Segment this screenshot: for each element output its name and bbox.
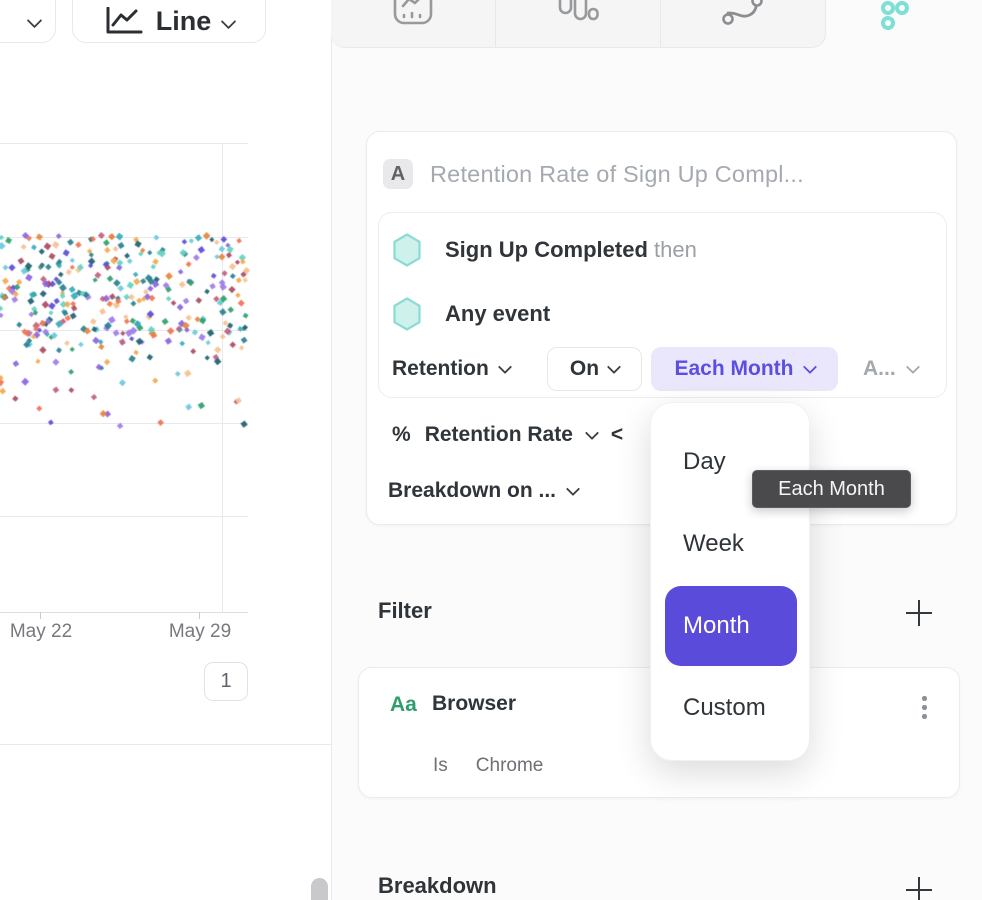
chart-type-button[interactable]: Line (72, 0, 266, 43)
gridline (0, 516, 248, 517)
add-breakdown-icon[interactable] (906, 877, 932, 900)
query-title[interactable]: Retention Rate of Sign Up Compl... (430, 161, 804, 187)
after-dropdown[interactable]: A... (863, 357, 920, 381)
chevron-down-icon (802, 359, 817, 375)
filter-value: Chrome (475, 755, 544, 776)
tab-bars-chart[interactable] (496, 0, 661, 47)
pagination-button[interactable]: 1 (204, 662, 248, 701)
chevron-down-icon (565, 481, 581, 497)
chevron-down-icon (607, 359, 622, 375)
chevron-down-icon (497, 359, 512, 375)
metric-dropdown[interactable]: % Retention Rate < (392, 423, 624, 446)
filter-property[interactable]: Browser (432, 692, 517, 715)
event-row-1[interactable]: Sign Up Completed then (445, 237, 697, 263)
x-tick (199, 612, 200, 619)
filter-operator: Is (433, 755, 448, 776)
event-hexagon-icon (393, 233, 421, 267)
event-hexagon-icon (393, 297, 421, 331)
interval-dropdown-button[interactable]: Each Month (651, 347, 838, 391)
line-chart-icon (106, 7, 143, 34)
metric-after-text: < (610, 423, 624, 446)
vertical-bars-icon (558, 0, 599, 21)
filter-condition[interactable]: Is Chrome (433, 755, 543, 777)
interval-option-day[interactable]: Day (683, 448, 726, 475)
tab-metrics-chart[interactable] (331, 0, 496, 47)
add-filter-icon[interactable] (906, 600, 932, 626)
x-axis-line (0, 612, 248, 613)
vertical-scrollbar-thumb[interactable] (311, 878, 328, 900)
flow-squiggle-icon (722, 0, 763, 25)
retention-mode-dropdown[interactable]: Retention (392, 357, 512, 381)
toolbar-dropdown-button[interactable] (0, 0, 56, 43)
x-tick (40, 612, 41, 619)
event-suffix: then (654, 237, 697, 262)
interval-option-custom[interactable]: Custom (683, 694, 766, 721)
interval-tooltip: Each Month (752, 470, 911, 508)
chart-style-tabbar (331, 0, 826, 48)
divider (0, 744, 331, 745)
breakdown-on-dropdown[interactable]: Breakdown on ... (388, 479, 581, 503)
query-label-badge: A (383, 159, 413, 189)
x-tick-label: May 22 (9, 621, 73, 642)
breakdown-heading: Breakdown (378, 873, 497, 898)
interval-dropdown-menu: Day Week Month Custom (650, 402, 810, 761)
filter-heading: Filter (378, 598, 432, 623)
chart-box-icon (393, 0, 433, 25)
retention-scatter-canvas (0, 143, 250, 443)
x-tick-label: May 29 (168, 621, 232, 642)
chevron-down-icon (584, 425, 599, 441)
chevron-down-icon (220, 13, 237, 29)
event-name: Sign Up Completed (445, 237, 648, 262)
interval-option-month[interactable]: Month (665, 586, 797, 666)
property-type-badge: Aa (390, 693, 417, 716)
chart-type-label: Line (155, 5, 212, 36)
tab-retention-dots-icon[interactable] (880, 0, 914, 30)
percent-symbol: % (392, 423, 411, 446)
event-name: Any event (445, 301, 551, 326)
tab-flow-chart[interactable] (661, 0, 825, 47)
on-dropdown[interactable]: On (547, 347, 642, 391)
chevron-down-icon (905, 359, 920, 375)
chevron-down-icon (26, 12, 43, 29)
interval-option-week[interactable]: Week (683, 530, 744, 557)
kebab-menu-icon[interactable] (922, 696, 927, 719)
event-row-2[interactable]: Any event (445, 301, 550, 327)
